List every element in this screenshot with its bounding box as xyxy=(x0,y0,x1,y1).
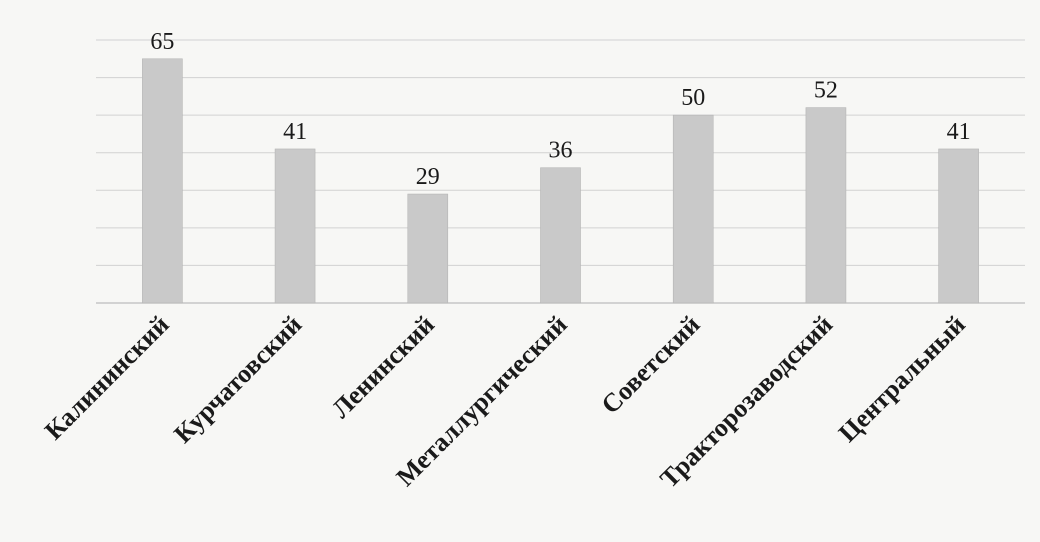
category-tick-label: Калининский xyxy=(39,310,175,446)
data-label: 50 xyxy=(681,85,705,111)
bar xyxy=(938,148,979,304)
data-label: 52 xyxy=(814,78,838,104)
bar xyxy=(540,167,581,304)
bars xyxy=(142,58,979,304)
category-tick-label: Ленинский xyxy=(326,310,440,424)
bar xyxy=(672,114,714,304)
category-tick-label: Курчатовский xyxy=(168,310,307,449)
category-tick-label: Советский xyxy=(596,310,706,420)
bar xyxy=(142,58,183,304)
data-label: 41 xyxy=(283,119,307,145)
bar xyxy=(274,148,316,304)
category-tick-label: Центральный xyxy=(833,310,971,448)
bar xyxy=(407,193,449,304)
data-label: 65 xyxy=(150,29,174,55)
bar xyxy=(805,107,847,304)
data-label: 29 xyxy=(416,164,440,190)
data-label: 36 xyxy=(549,138,573,164)
data-labels: 65 41 29 36 50 52 41 xyxy=(150,29,970,190)
data-label: 41 xyxy=(947,119,971,145)
